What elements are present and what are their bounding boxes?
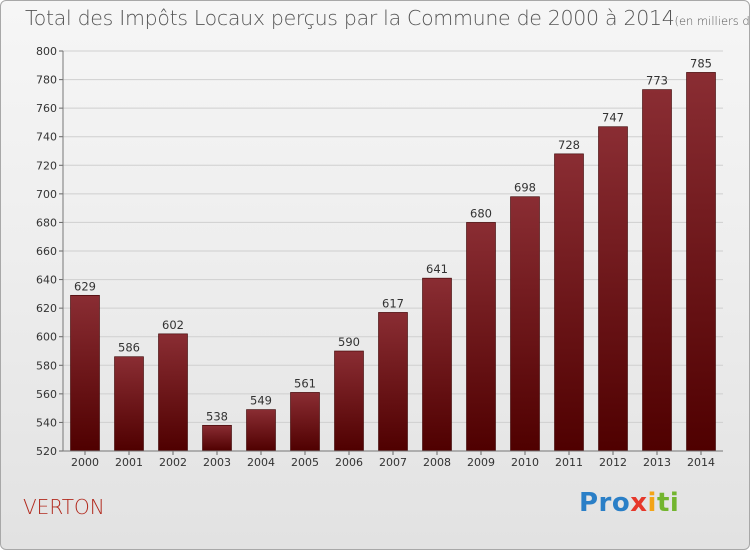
bar-2002: [158, 333, 188, 452]
y-tick-label: 520: [36, 445, 57, 458]
x-tick-label: 2006: [335, 456, 363, 469]
y-tick-label: 560: [36, 388, 57, 401]
x-tick-label: 2014: [687, 456, 715, 469]
y-tick-label: 780: [36, 74, 57, 87]
logo-part-2: x: [630, 488, 648, 518]
y-axis-ticks: 520 540 560 580 600 620 640 660 680 700 720 740 760 7…: [36, 45, 63, 458]
y-tick-label: 740: [36, 131, 57, 144]
bar-2006: [334, 350, 364, 452]
y-tick-label: 600: [36, 331, 57, 344]
x-tick-label: 2000: [71, 456, 99, 469]
data-label-2001: 586: [118, 341, 140, 355]
chart-title: Total des Impôts Locaux perçus par la Co…: [25, 6, 750, 30]
chart-title-text: Total des Impôts Locaux perçus par la Co…: [25, 6, 675, 30]
y-tick-label: 580: [36, 359, 57, 372]
x-tick-label: 2004: [247, 456, 275, 469]
y-tick-label: 700: [36, 188, 57, 201]
x-tick-label: 2008: [423, 456, 451, 469]
data-label-2002: 602: [162, 318, 184, 332]
bar-2011: [554, 153, 584, 452]
y-tick-label: 660: [36, 245, 57, 258]
bar-2003: [202, 424, 232, 452]
data-label-2012: 747: [602, 111, 624, 125]
x-tick-label: 2007: [379, 456, 407, 469]
bar-2012: [598, 126, 628, 452]
logo-part-1: Pro: [579, 488, 631, 518]
bar-2010: [510, 196, 540, 452]
bar-2004: [246, 409, 276, 452]
data-label-2000: 629: [74, 279, 96, 293]
bar-2007: [378, 312, 408, 452]
data-label-2009: 680: [470, 206, 492, 220]
x-tick-label: 2010: [511, 456, 539, 469]
y-tick-label: 640: [36, 274, 57, 287]
x-tick-label: 2011: [555, 456, 583, 469]
y-tick-label: 620: [36, 302, 57, 315]
bar-2009: [466, 222, 496, 452]
x-tick-label: 2012: [599, 456, 627, 469]
data-label-2008: 641: [426, 262, 448, 276]
bar-2008: [422, 277, 452, 452]
x-axis-ticks: 2000 2001 2002 2003 2004 2005 2006 2007 2008 2009…: [71, 451, 715, 469]
y-tick-label: 760: [36, 102, 57, 115]
data-label-2006: 590: [338, 335, 360, 349]
logo-part-4: ti: [656, 488, 680, 518]
data-label-2010: 698: [514, 181, 536, 195]
y-tick-label: 720: [36, 159, 57, 172]
commune-name: VERTON: [23, 495, 105, 519]
bar-2014: [686, 72, 716, 452]
y-tick-label: 800: [36, 45, 57, 58]
bar-2005: [290, 392, 320, 452]
x-tick-label: 2013: [643, 456, 671, 469]
x-tick-label: 2001: [115, 456, 143, 469]
data-label-2004: 549: [250, 394, 272, 408]
x-tick-label: 2002: [159, 456, 187, 469]
x-tick-label: 2005: [291, 456, 319, 469]
axes: [62, 51, 723, 452]
data-label-2003: 538: [206, 409, 228, 423]
bars: [70, 72, 716, 452]
data-label-2013: 773: [646, 74, 668, 88]
y-tick-label: 540: [36, 416, 57, 429]
data-labels: 629 586 602 538 549 561 590 617 641 680 698 728 747 7…: [74, 56, 712, 423]
x-tick-label: 2009: [467, 456, 495, 469]
logo-part-3: i: [647, 488, 657, 518]
data-label-2007: 617: [382, 296, 404, 310]
chart-unit: (en milliers d'€): [674, 14, 750, 28]
data-label-2011: 728: [558, 138, 580, 152]
data-label-2014: 785: [690, 56, 712, 70]
data-label-2005: 561: [294, 376, 316, 390]
bar-2013: [642, 89, 672, 452]
y-tick-label: 680: [36, 216, 57, 229]
bar-2001: [114, 356, 144, 452]
bar-2000: [70, 294, 100, 452]
x-tick-label: 2003: [203, 456, 231, 469]
proxiti-logo[interactable]: Proxiti: [579, 488, 679, 518]
